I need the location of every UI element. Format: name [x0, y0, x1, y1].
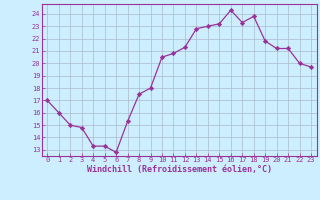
X-axis label: Windchill (Refroidissement éolien,°C): Windchill (Refroidissement éolien,°C): [87, 165, 272, 174]
